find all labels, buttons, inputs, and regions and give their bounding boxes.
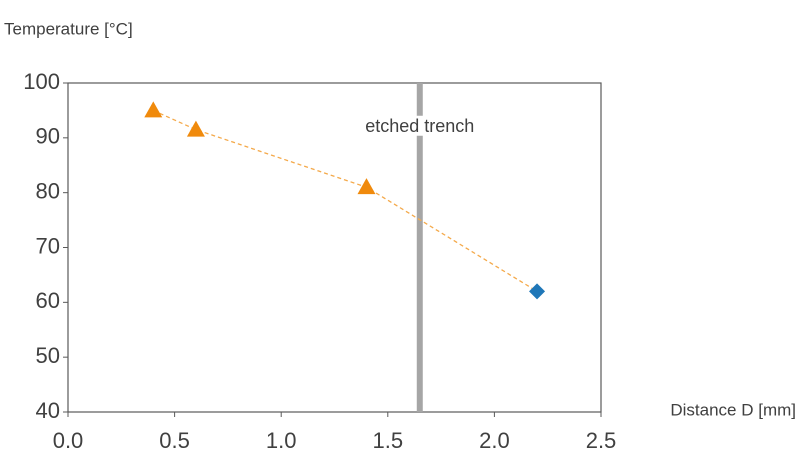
point — [186, 120, 205, 137]
y-tick-label: 90 — [36, 124, 60, 149]
y-tick-label: 100 — [23, 69, 60, 94]
x-tick-label: 2.0 — [479, 428, 510, 453]
y-tick-label: 60 — [36, 288, 60, 313]
x-tick-label: 1.0 — [266, 428, 297, 453]
y-tick-label: 40 — [36, 398, 60, 423]
point — [529, 283, 546, 300]
point — [144, 101, 163, 118]
plot-frame — [67, 82, 602, 413]
y-tick-label: 70 — [36, 233, 60, 258]
x-tick-label: 0.0 — [53, 428, 84, 453]
y-axis-title: Temperature [°C] — [4, 19, 133, 38]
y-tick-label: 50 — [36, 343, 60, 368]
y-tick-label: 80 — [36, 178, 60, 203]
trench-label-bg — [362, 115, 478, 136]
point — [357, 178, 376, 195]
x-tick-label: 0.5 — [159, 428, 190, 453]
x-axis-title: Distance D [mm] — [670, 400, 796, 419]
x-tick-label: 1.5 — [373, 428, 404, 453]
x-tick-label: 2.5 — [586, 428, 617, 453]
trench-label: etched trench — [365, 116, 474, 136]
connect-line — [153, 109, 538, 292]
